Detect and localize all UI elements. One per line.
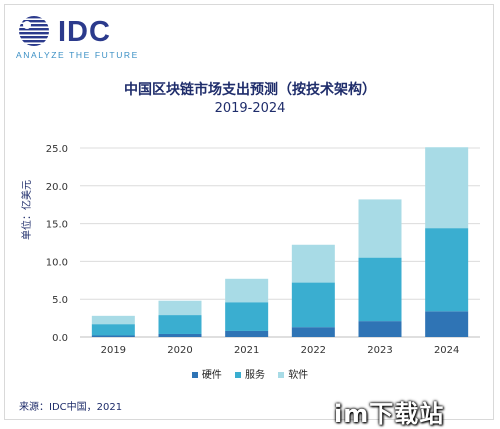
y-tick-label: 5.0	[52, 295, 68, 306]
bar-segment	[358, 199, 402, 258]
bar-segment	[91, 335, 135, 337]
bar-segment	[225, 330, 269, 337]
logo-tagline: ANALYZE THE FUTURE	[16, 50, 139, 60]
legend-item-hardware: 硬件	[191, 366, 222, 381]
legend-label-hardware: 硬件	[201, 370, 222, 381]
watermark: im下载站	[334, 400, 445, 428]
bar-segment	[91, 324, 135, 336]
bar-segment	[425, 228, 469, 312]
globe-icon	[19, 16, 49, 46]
x-tick-label: 2020	[167, 345, 192, 356]
legend-label-services: 服务	[245, 370, 265, 381]
bar-segment	[158, 333, 202, 337]
source-note: 来源：IDC中国，2021	[19, 402, 123, 413]
legend-label-software: 软件	[288, 370, 309, 381]
logo-word: IDC	[58, 16, 111, 48]
legend-swatch-software	[278, 372, 285, 378]
y-tick-label: 10.0	[46, 257, 68, 268]
y-tick-label: 20.0	[46, 182, 68, 193]
bar-segment	[291, 244, 335, 283]
x-tick-label: 2022	[301, 345, 326, 356]
legend-item-services: 服务	[235, 366, 265, 381]
bar-segment	[225, 302, 269, 331]
x-tick-label: 2024	[434, 345, 459, 356]
chart-frame	[4, 4, 494, 420]
bar-segment	[225, 278, 269, 303]
chart-title: 中国区块链市场支出预测（按技术架构）	[124, 82, 376, 98]
legend-swatch-services	[235, 372, 241, 378]
bar-segment	[425, 147, 469, 229]
bar-segment	[358, 257, 402, 322]
idc-logo: IDC ANALYZE THE FUTURE	[16, 14, 156, 64]
bar-segment	[291, 282, 335, 328]
bar-segment	[291, 327, 335, 337]
bar-segment	[91, 315, 135, 325]
y-tick-label: 15.0	[46, 220, 68, 231]
legend-item-software: 软件	[278, 366, 308, 381]
legend-swatch-hardware	[191, 372, 198, 378]
x-tick-label: 2021	[234, 345, 259, 356]
x-tick-label: 2019	[101, 345, 126, 356]
y-tick-label: 0.0	[52, 333, 68, 344]
bar-segment	[358, 321, 402, 337]
x-tick-label: 2023	[367, 345, 392, 356]
bar-segment	[158, 315, 202, 334]
legend: 硬件 服务 软件	[0, 366, 500, 381]
bar-segment	[158, 300, 202, 316]
chart-subtitle: 2019-2024	[214, 101, 286, 116]
bar-segment	[425, 311, 469, 337]
y-tick-label: 25.0	[46, 144, 68, 155]
